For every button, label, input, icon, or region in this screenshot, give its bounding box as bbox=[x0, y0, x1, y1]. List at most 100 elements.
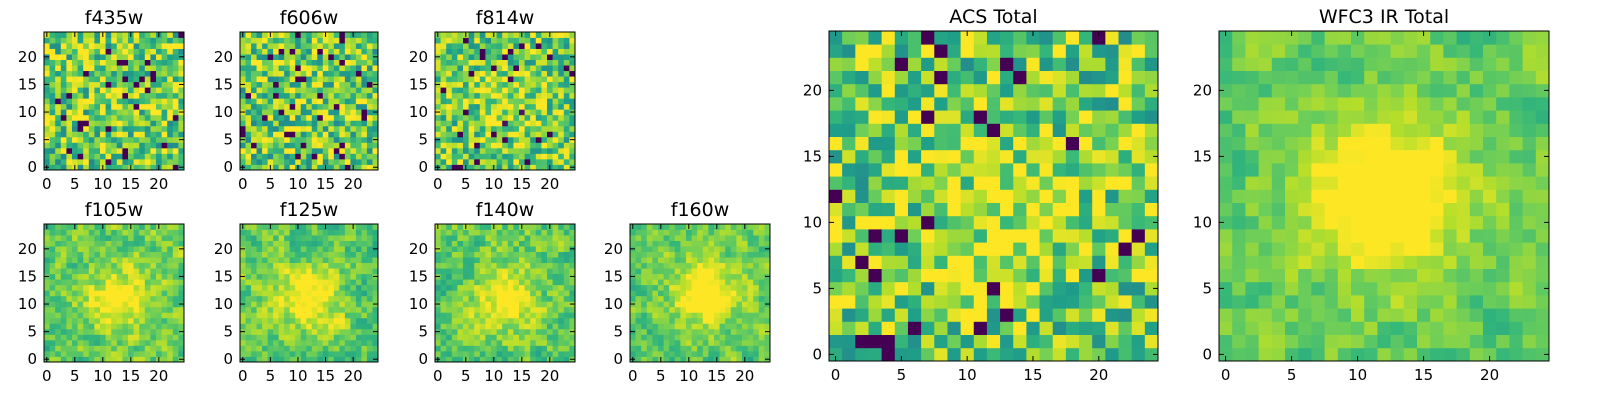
heatmap-cell bbox=[446, 87, 453, 94]
heatmap-cell bbox=[122, 273, 129, 280]
heatmap-cell bbox=[262, 59, 268, 66]
heatmap-cell bbox=[311, 306, 318, 313]
heatmap-cell bbox=[77, 268, 84, 275]
heatmap-cell bbox=[116, 317, 123, 324]
heatmap-cell bbox=[284, 312, 291, 319]
heatmap-cell bbox=[451, 81, 458, 88]
heatmap-cell bbox=[366, 43, 373, 49]
heatmap-cell bbox=[435, 240, 441, 247]
heatmap-cell bbox=[49, 98, 56, 105]
heatmap-cell bbox=[558, 59, 565, 66]
heatmap-cell bbox=[440, 301, 447, 308]
heatmap-cell bbox=[167, 48, 174, 55]
heatmap-cell bbox=[502, 312, 509, 319]
heatmap-cell bbox=[333, 240, 340, 247]
heatmap-cell bbox=[66, 147, 73, 154]
heatmap-cell bbox=[702, 339, 709, 346]
heatmap-cell bbox=[496, 257, 503, 264]
heatmap-cell bbox=[306, 251, 313, 258]
heatmap-cell bbox=[339, 251, 346, 258]
heatmap-cell bbox=[150, 295, 157, 302]
heatmap-cell bbox=[88, 290, 95, 297]
heatmap-cell bbox=[372, 295, 379, 302]
heatmap-cell bbox=[77, 279, 84, 286]
heatmap-cell bbox=[440, 147, 447, 154]
heatmap-cell bbox=[479, 54, 486, 60]
heatmap-cell bbox=[317, 43, 324, 49]
heatmap-cell bbox=[83, 147, 90, 154]
heatmap-cell bbox=[736, 301, 743, 308]
heatmap-cell bbox=[311, 103, 318, 110]
heatmap-cell bbox=[273, 65, 280, 72]
heatmap-cell bbox=[502, 153, 509, 160]
heatmap-cell bbox=[530, 295, 537, 302]
heatmap-cell bbox=[289, 224, 296, 230]
heatmap-cell bbox=[372, 48, 379, 55]
heatmap-cell bbox=[641, 317, 648, 324]
heatmap-cell bbox=[317, 125, 324, 132]
heatmap-cell bbox=[552, 54, 559, 60]
heatmap-cell bbox=[758, 306, 765, 313]
heatmap-cell bbox=[372, 312, 379, 319]
heatmap-cell bbox=[541, 273, 548, 280]
heatmap-cell bbox=[156, 125, 162, 132]
heatmap-cell bbox=[167, 224, 174, 230]
heatmap-cell bbox=[350, 114, 357, 121]
heatmap-cell bbox=[1118, 268, 1133, 283]
heatmap-cell bbox=[468, 240, 475, 247]
heatmap-cell bbox=[251, 76, 257, 83]
heatmap-cell bbox=[451, 153, 458, 160]
heatmap-cell bbox=[133, 136, 140, 143]
heatmap-cell bbox=[440, 109, 447, 116]
heatmap-cell bbox=[535, 131, 542, 138]
heatmap-cell bbox=[496, 262, 503, 269]
heatmap-cell bbox=[133, 65, 140, 72]
heatmap-cell bbox=[468, 284, 475, 291]
heatmap-cell bbox=[122, 147, 129, 154]
heatmap-cell bbox=[49, 125, 56, 132]
heatmap-cell bbox=[100, 158, 106, 165]
heatmap-cell bbox=[300, 125, 307, 132]
heatmap-cell bbox=[328, 98, 335, 105]
heatmap-cell bbox=[317, 153, 324, 160]
heatmap-cells-f105w bbox=[44, 224, 185, 363]
heatmap-cell bbox=[691, 235, 698, 241]
heatmap-cell bbox=[960, 215, 975, 230]
heatmap-cell bbox=[440, 356, 447, 363]
heatmap-cell bbox=[339, 356, 346, 363]
heatmap-cell bbox=[680, 301, 687, 308]
heatmap-cell bbox=[122, 54, 129, 60]
heatmap-cell bbox=[758, 240, 765, 247]
heatmap-cell bbox=[150, 334, 157, 341]
heatmap-cell bbox=[552, 65, 559, 72]
heatmap-cell bbox=[306, 317, 313, 324]
heatmap-cell bbox=[344, 59, 351, 66]
heatmap-cell bbox=[66, 70, 73, 77]
heatmap-cell bbox=[60, 59, 67, 66]
heatmap-cell bbox=[317, 109, 324, 116]
heatmap-cell bbox=[251, 142, 257, 149]
heatmap-cell bbox=[122, 328, 129, 335]
heatmap-cell bbox=[289, 43, 296, 49]
heatmap-cell bbox=[669, 257, 676, 264]
heatmap-cell bbox=[541, 54, 548, 60]
heatmap-cell bbox=[361, 158, 368, 165]
heatmap-cell bbox=[663, 306, 670, 313]
heatmap-cell bbox=[55, 131, 62, 138]
heatmap-cell bbox=[658, 312, 664, 319]
heatmap-cell bbox=[881, 255, 896, 269]
heatmap-cell bbox=[463, 37, 469, 44]
heatmap-cell bbox=[172, 136, 179, 143]
heatmap-cell bbox=[366, 268, 373, 275]
heatmap-cell bbox=[284, 32, 291, 38]
heatmap-cell bbox=[72, 328, 78, 335]
heatmap-cell bbox=[691, 350, 698, 357]
heatmap-cell bbox=[468, 109, 475, 116]
heatmap-cell bbox=[1052, 334, 1067, 349]
heatmap-cell bbox=[921, 281, 935, 296]
heatmap-cell bbox=[306, 92, 313, 99]
heatmap-cell bbox=[55, 251, 62, 258]
heatmap-cell bbox=[558, 350, 565, 357]
heatmap-cell bbox=[350, 306, 357, 313]
heatmap-cell bbox=[328, 164, 335, 171]
